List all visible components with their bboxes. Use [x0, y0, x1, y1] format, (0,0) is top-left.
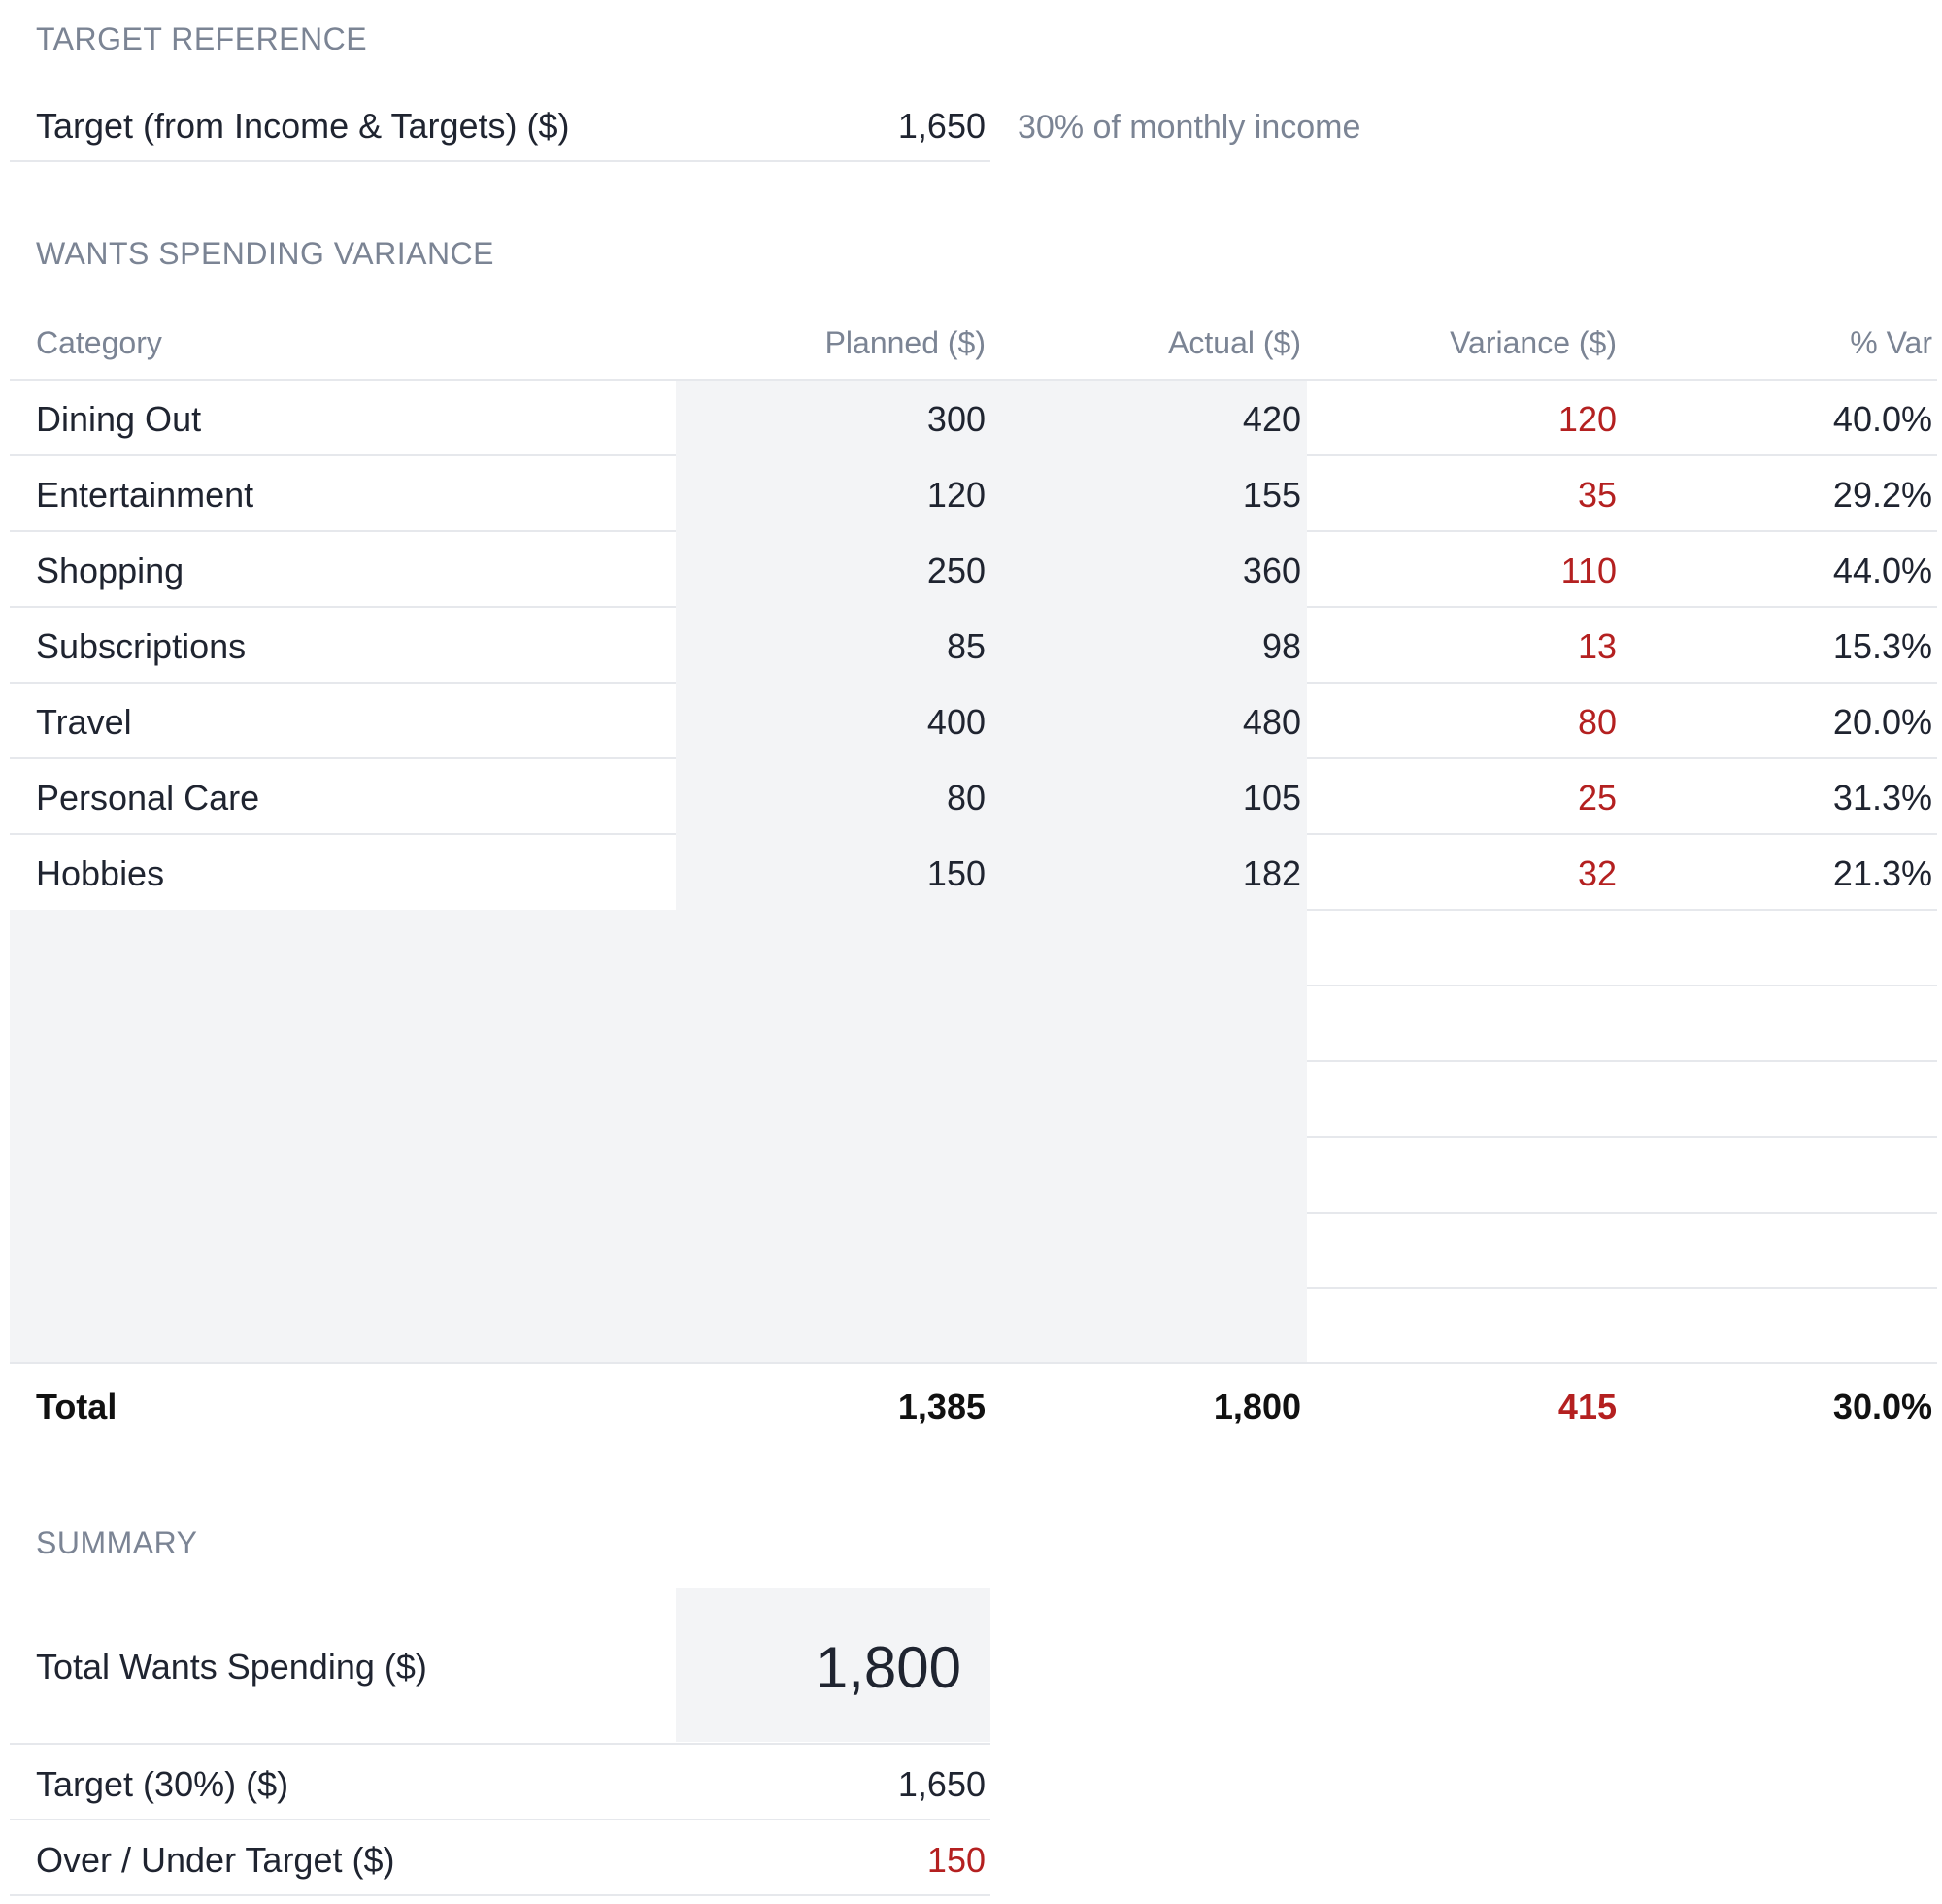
over-under-target-label: Over / Under Target ($) — [36, 1840, 395, 1880]
row-divider — [1307, 530, 1937, 532]
row-planned[interactable]: 120 — [926, 475, 986, 515]
row-category: Dining Out — [36, 399, 202, 439]
target-reference-label: Target (from Income & Targets) ($) — [36, 106, 570, 146]
row-divider — [10, 682, 676, 684]
row-actual[interactable]: 155 — [1242, 475, 1301, 515]
row-pct-var: 15.3% — [1832, 626, 1932, 666]
total-planned: 1,385 — [897, 1386, 986, 1426]
row-planned[interactable]: 85 — [946, 626, 986, 666]
row-category: Entertainment — [36, 475, 254, 515]
row-planned[interactable]: 80 — [946, 778, 986, 818]
total-wants-spending-highlight — [676, 1588, 990, 1742]
row-variance: 80 — [1577, 702, 1617, 742]
row-variance: 35 — [1577, 475, 1617, 515]
row-planned[interactable]: 400 — [926, 702, 986, 742]
total-variance: 415 — [1557, 1386, 1617, 1426]
row-pct-var: 31.3% — [1832, 778, 1932, 818]
row-variance: 13 — [1577, 626, 1617, 666]
row-actual[interactable]: 480 — [1242, 702, 1301, 742]
row-variance: 110 — [1560, 551, 1617, 590]
row-divider — [1307, 909, 1937, 911]
summary-target-label: Target (30%) ($) — [36, 1764, 289, 1804]
total-wants-spending-label: Total Wants Spending ($) — [36, 1647, 427, 1687]
row-category: Subscriptions — [36, 626, 247, 666]
row-divider — [1307, 985, 1937, 986]
target-reference-heading: TARGET REFERENCE — [36, 21, 368, 56]
row-divider — [1307, 757, 1937, 759]
row-divider — [10, 454, 676, 456]
row-category: Personal Care — [36, 778, 260, 818]
target-reference-note: 30% of monthly income — [1018, 109, 1361, 146]
row-divider — [1307, 1287, 1937, 1289]
summary-target-value: 1,650 — [897, 1764, 986, 1804]
row-divider — [1307, 1060, 1937, 1062]
row-planned[interactable]: 250 — [926, 551, 986, 590]
row-category: Travel — [36, 702, 132, 742]
column-header-actual: Actual ($) — [1168, 325, 1301, 360]
row-planned[interactable]: 300 — [926, 399, 986, 439]
row-divider — [10, 606, 676, 608]
row-variance: 25 — [1577, 778, 1617, 818]
column-header-planned: Planned ($) — [824, 325, 986, 360]
divider — [10, 160, 990, 162]
row-actual[interactable]: 360 — [1242, 551, 1301, 590]
row-actual[interactable]: 420 — [1242, 399, 1301, 439]
empty-rows-shading — [10, 910, 1307, 1362]
divider — [10, 1819, 990, 1820]
row-category: Hobbies — [36, 853, 165, 893]
row-actual[interactable]: 105 — [1242, 778, 1301, 818]
row-pct-var: 21.3% — [1832, 853, 1932, 893]
row-planned[interactable]: 150 — [926, 853, 986, 893]
divider — [10, 1743, 990, 1745]
row-divider — [1307, 833, 1937, 835]
row-pct-var: 20.0% — [1832, 702, 1932, 742]
column-header-category: Category — [36, 325, 162, 360]
row-actual[interactable]: 98 — [1261, 626, 1301, 666]
divider — [10, 1894, 990, 1896]
row-divider — [1307, 606, 1937, 608]
total-pct-var: 30.0% — [1832, 1386, 1932, 1426]
row-divider — [10, 530, 676, 532]
row-variance: 120 — [1557, 399, 1617, 439]
row-category: Shopping — [36, 551, 184, 590]
row-divider — [1307, 1136, 1937, 1138]
row-divider — [1307, 454, 1937, 456]
row-divider — [10, 833, 676, 835]
row-divider — [1307, 682, 1937, 684]
row-divider — [10, 757, 676, 759]
row-pct-var: 40.0% — [1832, 399, 1932, 439]
input-column-shading — [676, 381, 1307, 910]
row-actual[interactable]: 182 — [1242, 853, 1301, 893]
row-pct-var: 29.2% — [1832, 475, 1932, 515]
header-divider — [10, 379, 1937, 381]
row-divider — [1307, 1212, 1937, 1214]
variance-heading: WANTS SPENDING VARIANCE — [36, 236, 494, 271]
total-divider — [10, 1362, 1937, 1364]
target-reference-value[interactable]: 1,650 — [897, 106, 986, 146]
total-actual: 1,800 — [1213, 1386, 1301, 1426]
over-under-target-value: 150 — [926, 1840, 986, 1880]
total-wants-spending-value: 1,800 — [815, 1635, 961, 1700]
row-variance: 32 — [1577, 853, 1617, 893]
column-header-pct-var: % Var — [1850, 325, 1932, 360]
column-header-variance: Variance ($) — [1450, 325, 1617, 360]
summary-heading: SUMMARY — [36, 1525, 198, 1560]
total-label: Total — [36, 1386, 117, 1426]
row-pct-var: 44.0% — [1832, 551, 1932, 590]
